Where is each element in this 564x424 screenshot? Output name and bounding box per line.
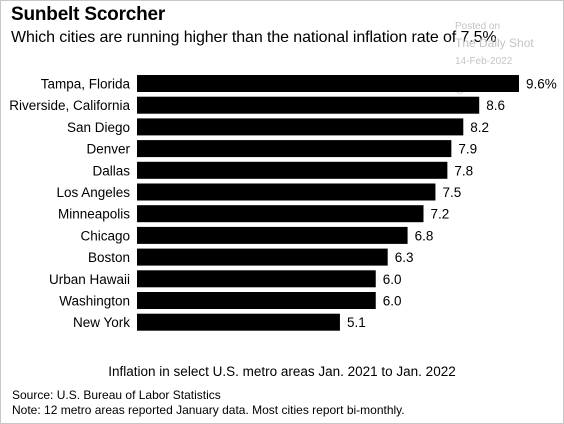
source-note: Source: U.S. Bureau of Labor Statistics: [12, 388, 221, 402]
category-label: Riverside, California: [9, 98, 130, 113]
category-label: Dallas: [92, 163, 130, 178]
bar: [137, 118, 464, 136]
bar: [137, 96, 480, 114]
bar: [137, 292, 376, 309]
footnote: Note: 12 metro areas reported January da…: [12, 403, 405, 417]
category-label: Chicago: [80, 228, 130, 243]
bar: [137, 75, 519, 92]
bar: [137, 248, 388, 266]
bar: [137, 226, 408, 244]
value-label: 6.8: [415, 228, 434, 243]
watermark-site: The Daily Shot: [455, 36, 534, 50]
bar: [137, 161, 448, 179]
chart-title: Sunbelt Scorcher: [11, 4, 166, 25]
category-label: Los Angeles: [56, 185, 130, 200]
bar: [137, 313, 340, 331]
bar: [137, 140, 452, 158]
bar: [137, 183, 436, 201]
bar: [137, 270, 376, 288]
value-label: 6.0: [383, 294, 402, 309]
value-label: 7.8: [454, 163, 473, 178]
category-label: Denver: [86, 142, 130, 157]
chart-caption: Inflation in select U.S. metro areas Jan…: [108, 364, 456, 379]
category-label: Tampa, Florida: [41, 77, 131, 92]
value-label: 6.0: [383, 272, 402, 287]
watermark-date: 14-Feb-2022: [455, 56, 513, 67]
category-label: Boston: [88, 250, 130, 265]
category-label: Minneapolis: [58, 207, 130, 222]
chart-subtitle: Which cities are running higher than the…: [11, 29, 497, 46]
value-label: 7.9: [458, 142, 477, 157]
category-label: New York: [73, 315, 130, 330]
bar: [137, 205, 424, 223]
value-label: 9.6%: [526, 77, 557, 92]
value-label: 6.3: [395, 250, 414, 265]
category-label: Washington: [59, 294, 130, 309]
category-label: San Diego: [67, 120, 130, 135]
value-label: 7.2: [431, 207, 450, 222]
value-label: 8.2: [470, 120, 489, 135]
value-label: 7.5: [442, 185, 461, 200]
watermark-posted: Posted on: [455, 21, 501, 32]
category-label: Urban Hawaii: [49, 272, 130, 287]
value-label: 5.1: [347, 315, 366, 330]
value-label: 8.6: [486, 98, 505, 113]
